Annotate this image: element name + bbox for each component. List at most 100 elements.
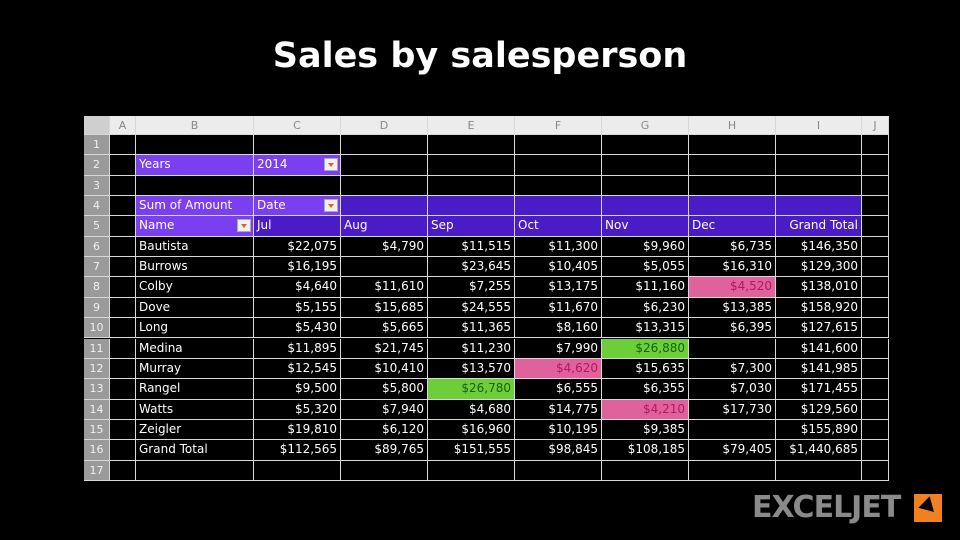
row-header: 13 (84, 379, 110, 400)
value-cell: $7,300 (689, 358, 776, 380)
row-header: 12 (84, 358, 110, 380)
value-cell: $4,640 (254, 277, 341, 298)
grid-cell (862, 338, 889, 359)
value-cell: $11,300 (515, 236, 602, 258)
row-header: 8 (84, 277, 110, 298)
grid-cell (110, 297, 136, 319)
value-cell: $26,780 (428, 379, 515, 400)
grid-cell (428, 155, 515, 176)
row-header: 17 (84, 460, 110, 481)
grid-cell (602, 135, 689, 156)
grid-cell (862, 135, 889, 156)
filter-value: 2014 (254, 155, 341, 176)
value-cell: $4,620 (515, 358, 602, 380)
value-cell: $129,300 (776, 257, 862, 278)
grid-cell (341, 175, 428, 197)
value-cell: $23,645 (428, 257, 515, 278)
total-cell: $98,845 (515, 440, 602, 461)
grid-cell (428, 135, 515, 156)
value-cell: $11,895 (254, 338, 341, 359)
grid-cell (602, 175, 689, 197)
grid-cell (136, 135, 254, 156)
row-header: 9 (84, 297, 110, 319)
logo-icon (914, 494, 942, 522)
column-header: B (136, 116, 254, 135)
pivot-column-header: Jul (254, 216, 341, 237)
value-cell: $141,600 (776, 338, 862, 359)
grid-cell (689, 460, 776, 481)
grid-cell (341, 135, 428, 156)
value-cell: $13,175 (515, 277, 602, 298)
grid-cell (602, 460, 689, 481)
value-cell (341, 257, 428, 278)
grid-cell (862, 277, 889, 298)
filter-button[interactable] (324, 199, 338, 213)
row-header: 1 (84, 135, 110, 156)
grid-cell (862, 196, 889, 217)
column-header: F (515, 116, 602, 135)
value-cell: $4,210 (602, 399, 689, 420)
row-label: Bautista (136, 236, 254, 258)
value-cell: $6,555 (515, 379, 602, 400)
value-cell: $7,940 (341, 399, 428, 420)
row-header: 11 (84, 338, 110, 359)
grid-cell (110, 440, 136, 461)
column-header: C (254, 116, 341, 135)
grid-cell (110, 216, 136, 237)
column-header: D (341, 116, 428, 135)
pivot-header-fill (341, 196, 428, 217)
value-cell: $11,610 (341, 277, 428, 298)
column-header: A (110, 116, 136, 135)
value-cell: $16,310 (689, 257, 776, 278)
grid-cell (428, 175, 515, 197)
value-cell: $6,120 (341, 419, 428, 441)
value-cell: $16,960 (428, 419, 515, 441)
row-label: Dove (136, 297, 254, 319)
value-cell: $141,985 (776, 358, 862, 380)
value-cell: $6,735 (689, 236, 776, 258)
grid-cell (689, 135, 776, 156)
value-cell (689, 338, 776, 359)
grid-cell (110, 196, 136, 217)
value-cell: $10,410 (341, 358, 428, 380)
total-cell: $1,440,685 (776, 440, 862, 461)
value-cell: $13,315 (602, 318, 689, 339)
row-header: 6 (84, 236, 110, 258)
grid-cell (862, 216, 889, 237)
value-cell: $9,500 (254, 379, 341, 400)
value-cell: $129,560 (776, 399, 862, 420)
value-cell: $16,195 (254, 257, 341, 278)
row-header: 5 (84, 216, 110, 237)
grid-cell (515, 175, 602, 197)
value-cell: $11,365 (428, 318, 515, 339)
grid-cell (776, 135, 862, 156)
grid-cell (862, 257, 889, 278)
row-label: Murray (136, 358, 254, 380)
value-cell: $9,960 (602, 236, 689, 258)
row-label: Rangel (136, 379, 254, 400)
grid-cell (254, 460, 341, 481)
grid-cell (689, 175, 776, 197)
columns-label: Date (254, 196, 341, 217)
total-cell: $112,565 (254, 440, 341, 461)
value-cell: $171,455 (776, 379, 862, 400)
value-cell: $6,395 (689, 318, 776, 339)
value-cell: $146,350 (776, 236, 862, 258)
pivot-header-fill (689, 196, 776, 217)
column-header: E (428, 116, 515, 135)
grid-cell (862, 379, 889, 400)
value-cell: $10,405 (515, 257, 602, 278)
value-cell: $14,775 (515, 399, 602, 420)
spreadsheet: A B C D E F G H I J 1 2 3 4 5 6 7 8 9 10 11 12 13 14 15 16 17 Years… (84, 116, 889, 481)
value-cell: $7,255 (428, 277, 515, 298)
pivot-header-fill (776, 196, 862, 217)
grid-cell (862, 297, 889, 319)
row-label: Medina (136, 338, 254, 359)
value-cell: $22,075 (254, 236, 341, 258)
filter-button[interactable] (324, 158, 338, 172)
filter-button[interactable] (237, 219, 251, 233)
value-cell: $17,730 (689, 399, 776, 420)
pivot-header-fill (428, 196, 515, 217)
value-cell: $13,385 (689, 297, 776, 319)
grid-cell (254, 175, 341, 197)
